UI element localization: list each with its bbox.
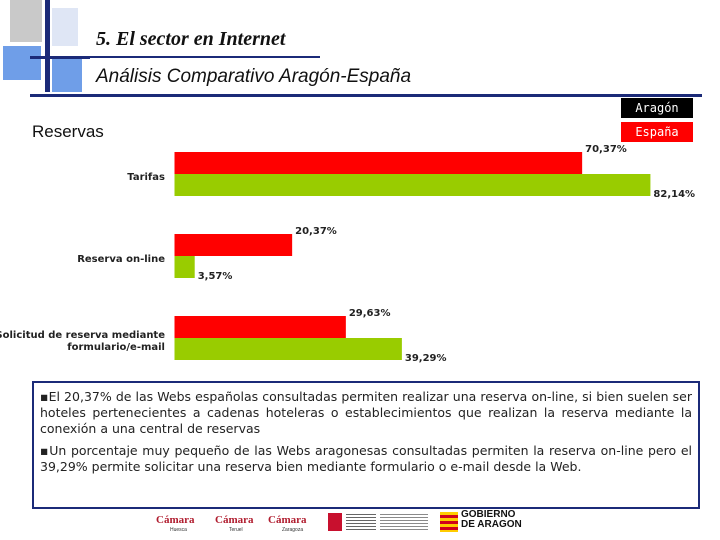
commentary-box: ▪El 20,37% de las Webs españolas consult… <box>32 381 700 509</box>
subtitle-underline <box>30 94 702 97</box>
camara-zaragoza-logo: Cámara <box>268 514 307 526</box>
category-label-solicitud-de-reserva-mediante-formulario-e-mail-line2: formulario/e-mail <box>67 342 165 353</box>
gobierno-aragon-logo-line1: GOBIERNO <box>461 509 516 520</box>
section-title: 5. El sector en Internet <box>96 28 286 50</box>
bar-espana-solicitud-de-reserva-mediante-formulario-e-mail <box>174 338 402 360</box>
camara-zaragoza-city: Zaragoza <box>282 527 304 533</box>
camara-huesca-city: Huesca <box>170 527 187 533</box>
bar-aragon-reserva-on-line <box>174 234 293 256</box>
commentary-paragraph-2: ▪Un porcentaje muy pequeño de las Webs a… <box>40 443 692 474</box>
deco-gray-block <box>10 0 42 42</box>
data-label-espana-solicitud-de-reserva-mediante-formulario-e-mail: 39,29% <box>405 353 447 364</box>
title-underline <box>90 56 320 58</box>
subtitle: Análisis Comparativo Aragón-España <box>96 66 412 87</box>
commentary-paragraph-1: ▪El 20,37% de las Webs españolas consult… <box>40 389 692 436</box>
aragon-flag-icon <box>440 512 458 532</box>
bar-espana-tarifas <box>174 174 651 196</box>
data-label-aragon-reserva-on-line: 20,37% <box>295 226 337 237</box>
bar-chart: Tarifas 70,37% 82,14% Reserva on-line 20,37%… <box>0 144 695 366</box>
camara-teruel-city: Teruel <box>229 527 243 533</box>
deco-horizontal-bar <box>30 56 90 59</box>
legend-item-espana: España <box>621 122 693 142</box>
data-label-aragon-solicitud-de-reserva-mediante-formulario-e-mail: 29,63% <box>349 308 391 319</box>
camara-huesca-logo: Cámara <box>156 514 195 526</box>
ministerio-text-block <box>346 514 376 532</box>
secretaria-text-block <box>380 514 428 532</box>
category-label-reserva-on-line: Reserva on-line <box>77 254 165 265</box>
data-label-espana-reserva-on-line: 3,57% <box>198 271 233 282</box>
deco-blue-block-left <box>3 46 41 80</box>
bar-espana-reserva-on-line <box>174 256 195 278</box>
deco-vertical-bar <box>45 0 50 92</box>
data-label-espana-tarifas: 82,14% <box>653 189 695 200</box>
bar-aragon-solicitud-de-reserva-mediante-formulario-e-mail <box>174 316 346 338</box>
deco-blue-block-mid <box>52 58 82 92</box>
data-label-aragon-tarifas: 70,37% <box>585 144 627 155</box>
gobierno-aragon-logo-line2: DE ARAGON <box>461 519 522 530</box>
bar-aragon-tarifas <box>174 152 583 174</box>
legend-item-aragon: Aragón <box>621 98 693 118</box>
deco-blue-block-top <box>52 8 78 46</box>
category-label-tarifas: Tarifas <box>127 172 165 183</box>
chart-heading: Reservas <box>32 122 104 141</box>
category-label-solicitud-de-reserva-mediante-formulario-e-mail-line1: Solicitud de reserva mediante <box>0 330 165 341</box>
ministerio-seal-icon <box>328 513 342 531</box>
camara-teruel-logo: Cámara <box>215 514 254 526</box>
